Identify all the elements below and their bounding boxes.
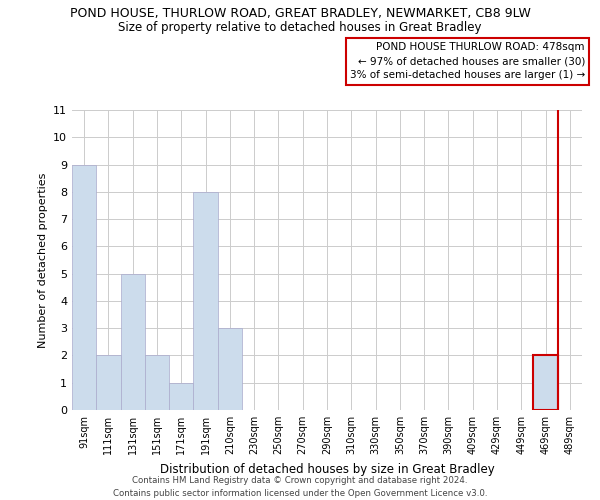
Text: Contains HM Land Registry data © Crown copyright and database right 2024.
Contai: Contains HM Land Registry data © Crown c… bbox=[113, 476, 487, 498]
Bar bbox=[145, 356, 169, 410]
Bar bbox=[193, 192, 218, 410]
Bar bbox=[533, 356, 558, 410]
Text: POND HOUSE, THURLOW ROAD, GREAT BRADLEY, NEWMARKET, CB8 9LW: POND HOUSE, THURLOW ROAD, GREAT BRADLEY,… bbox=[70, 8, 530, 20]
Bar bbox=[169, 382, 193, 410]
Bar bbox=[218, 328, 242, 410]
Bar bbox=[72, 164, 96, 410]
Text: POND HOUSE THURLOW ROAD: 478sqm
← 97% of detached houses are smaller (30)
3% of : POND HOUSE THURLOW ROAD: 478sqm ← 97% of… bbox=[350, 42, 585, 80]
X-axis label: Distribution of detached houses by size in Great Bradley: Distribution of detached houses by size … bbox=[160, 462, 494, 475]
Text: Size of property relative to detached houses in Great Bradley: Size of property relative to detached ho… bbox=[118, 21, 482, 34]
Bar bbox=[96, 356, 121, 410]
Bar bbox=[121, 274, 145, 410]
Y-axis label: Number of detached properties: Number of detached properties bbox=[38, 172, 47, 348]
